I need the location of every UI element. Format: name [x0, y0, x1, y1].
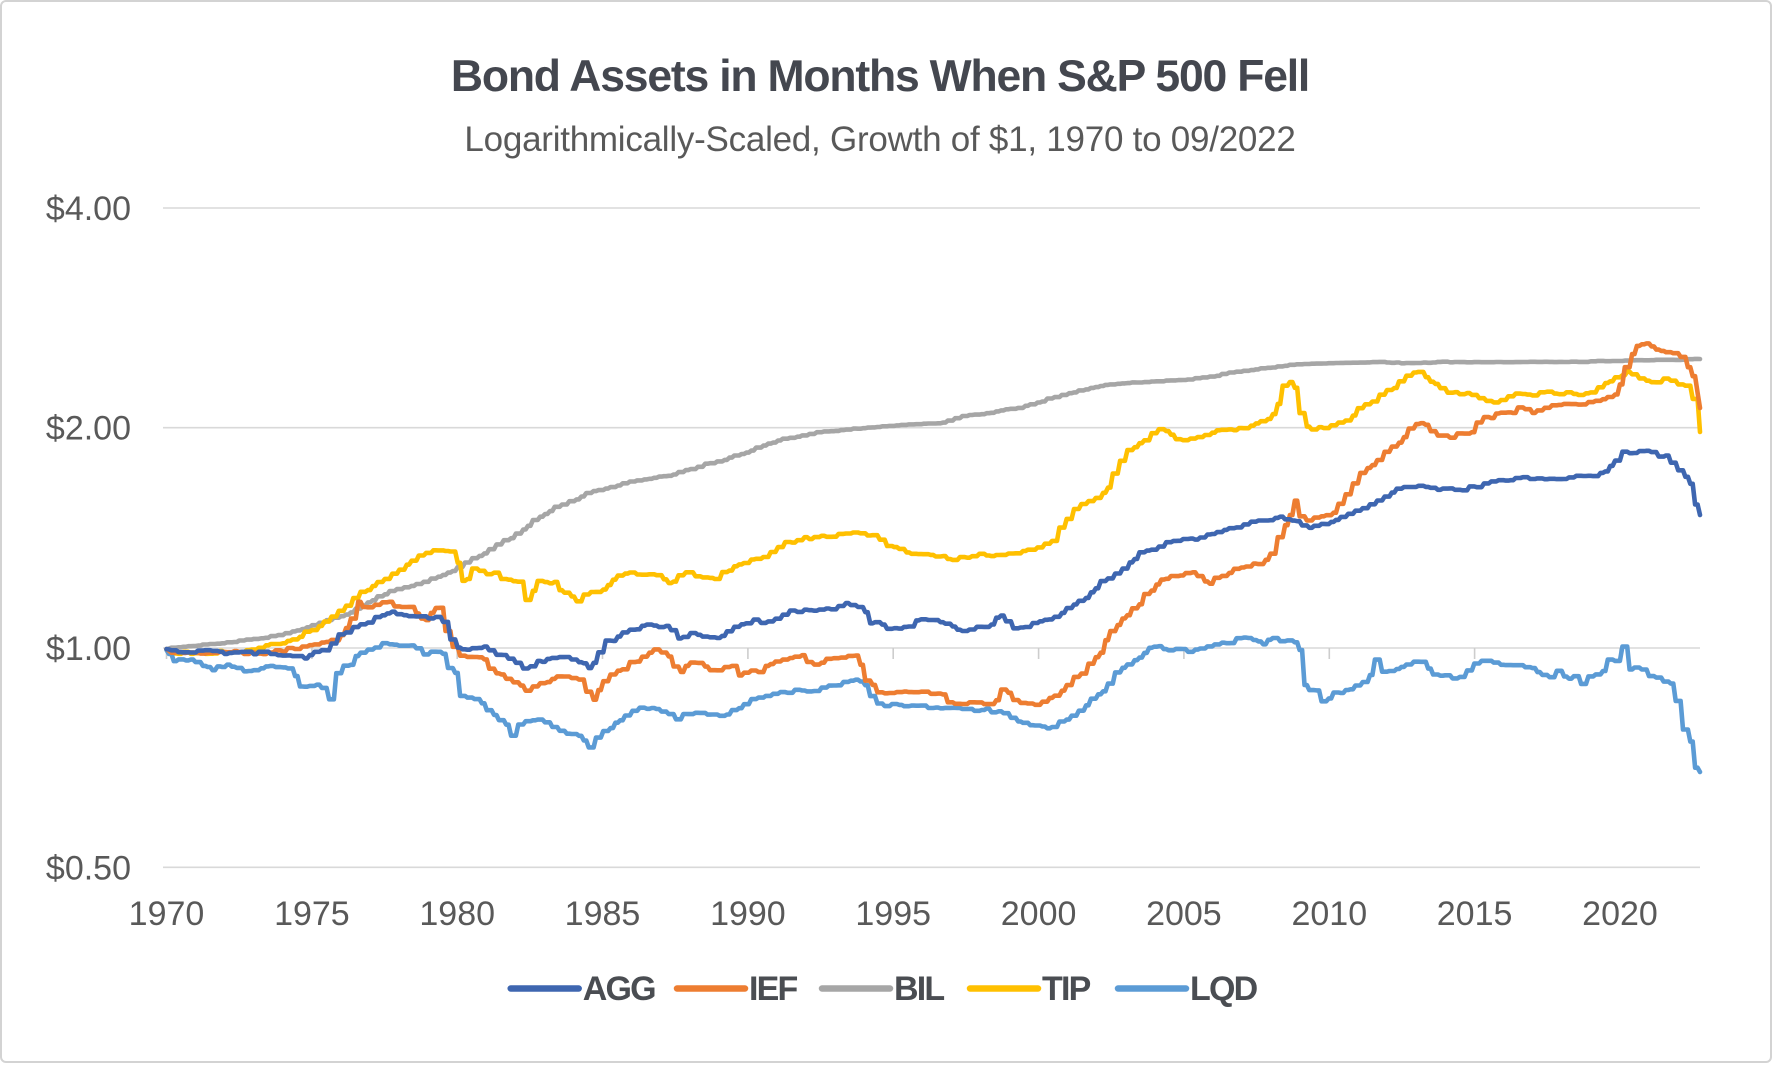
- svg-text:1995: 1995: [855, 895, 931, 933]
- svg-text:$1.00: $1.00: [46, 630, 131, 668]
- svg-text:Logarithmically-Scaled, Growth: Logarithmically-Scaled, Growth of $1, 19…: [464, 120, 1295, 159]
- svg-text:2010: 2010: [1291, 895, 1367, 933]
- svg-text:TIP: TIP: [1042, 970, 1091, 1008]
- svg-text:1985: 1985: [565, 895, 641, 933]
- svg-text:2000: 2000: [1001, 895, 1077, 933]
- svg-text:AGG: AGG: [583, 970, 655, 1008]
- svg-text:1980: 1980: [419, 895, 495, 933]
- svg-text:1970: 1970: [129, 895, 205, 933]
- svg-text:2020: 2020: [1582, 895, 1658, 933]
- svg-text:IEF: IEF: [749, 970, 798, 1008]
- svg-text:2005: 2005: [1146, 895, 1222, 933]
- svg-text:2015: 2015: [1437, 895, 1513, 933]
- svg-text:$4.00: $4.00: [46, 190, 131, 228]
- svg-text:$0.50: $0.50: [46, 849, 131, 887]
- svg-text:Bond Assets in Months When S&P: Bond Assets in Months When S&P 500 Fell: [451, 52, 1309, 101]
- svg-text:1975: 1975: [274, 895, 350, 933]
- svg-text:BIL: BIL: [894, 970, 944, 1008]
- svg-text:1990: 1990: [710, 895, 786, 933]
- svg-text:LQD: LQD: [1190, 970, 1258, 1008]
- svg-text:$2.00: $2.00: [46, 410, 131, 448]
